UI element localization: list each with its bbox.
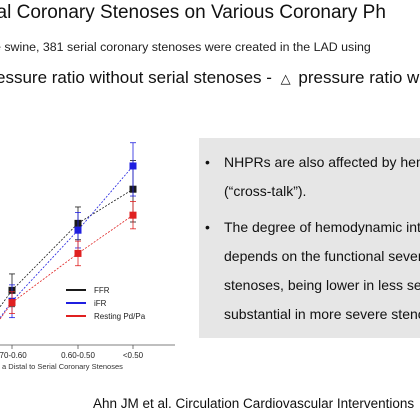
legend-label: iFR (94, 299, 107, 308)
data-point-marker (8, 299, 16, 307)
bullet-2-line-3: stenoses, being lower in less sev (224, 277, 420, 293)
series-line-2 (0, 302, 13, 320)
x-axis-label: a Distal to Serial Coronary Stenoses (2, 362, 123, 371)
bullet-2-line-4: substantial in more severe steno (224, 306, 420, 322)
bullet-item-2: • The degree of hemodynamic inte depends… (199, 213, 420, 329)
line-chart: .70-0.60 0.60-0.50 <0.50 a Distal to Seria… (0, 142, 175, 371)
notes-panel: • NHPRs are also affected by hem (“cross… (199, 138, 420, 338)
citation: Ahn JM et al. Circulation Cardiovascular… (93, 396, 415, 411)
bullet-item-1: • NHPRs are also affected by hem (“cross… (199, 148, 420, 206)
data-point-marker (74, 226, 82, 234)
bullet-1-line-2: (“cross-talk”). (224, 183, 307, 199)
legend-label: FFR (94, 286, 110, 295)
bullet-2-line-2: depends on the functional severi (224, 248, 420, 264)
bullet-dot-icon: • (205, 154, 210, 170)
bullet-2-line-1: The degree of hemodynamic inte (224, 219, 420, 235)
legend-label: Resting Pd/Pa (94, 312, 146, 321)
series-line-1 (11, 165, 134, 302)
equation-line: essure ratio without serial stenoses - △… (0, 68, 420, 88)
data-point-marker (129, 162, 137, 170)
bullet-1-line-1: NHPRs are also affected by hem (224, 154, 420, 170)
slide-title: rial Coronary Stenoses on Various Corona… (0, 2, 386, 23)
series-line-0 (11, 188, 134, 291)
data-point-marker (74, 249, 82, 257)
bullet-dot-icon: • (205, 219, 210, 235)
equation-right-text: pressure ratio wi (298, 68, 420, 87)
x-tick-label: 0.60-0.50 (61, 351, 95, 360)
slide-subtitle: e swine, 381 serial coronary stenoses we… (0, 40, 371, 54)
data-point-marker (129, 211, 137, 219)
equation-left-text: essure ratio without serial stenoses - (0, 68, 272, 87)
series-line-0 (0, 290, 13, 308)
delta-triangle-icon: △ (280, 71, 291, 86)
x-tick-label: <0.50 (123, 351, 144, 360)
x-tick-label: .70-0.60 (0, 351, 27, 360)
